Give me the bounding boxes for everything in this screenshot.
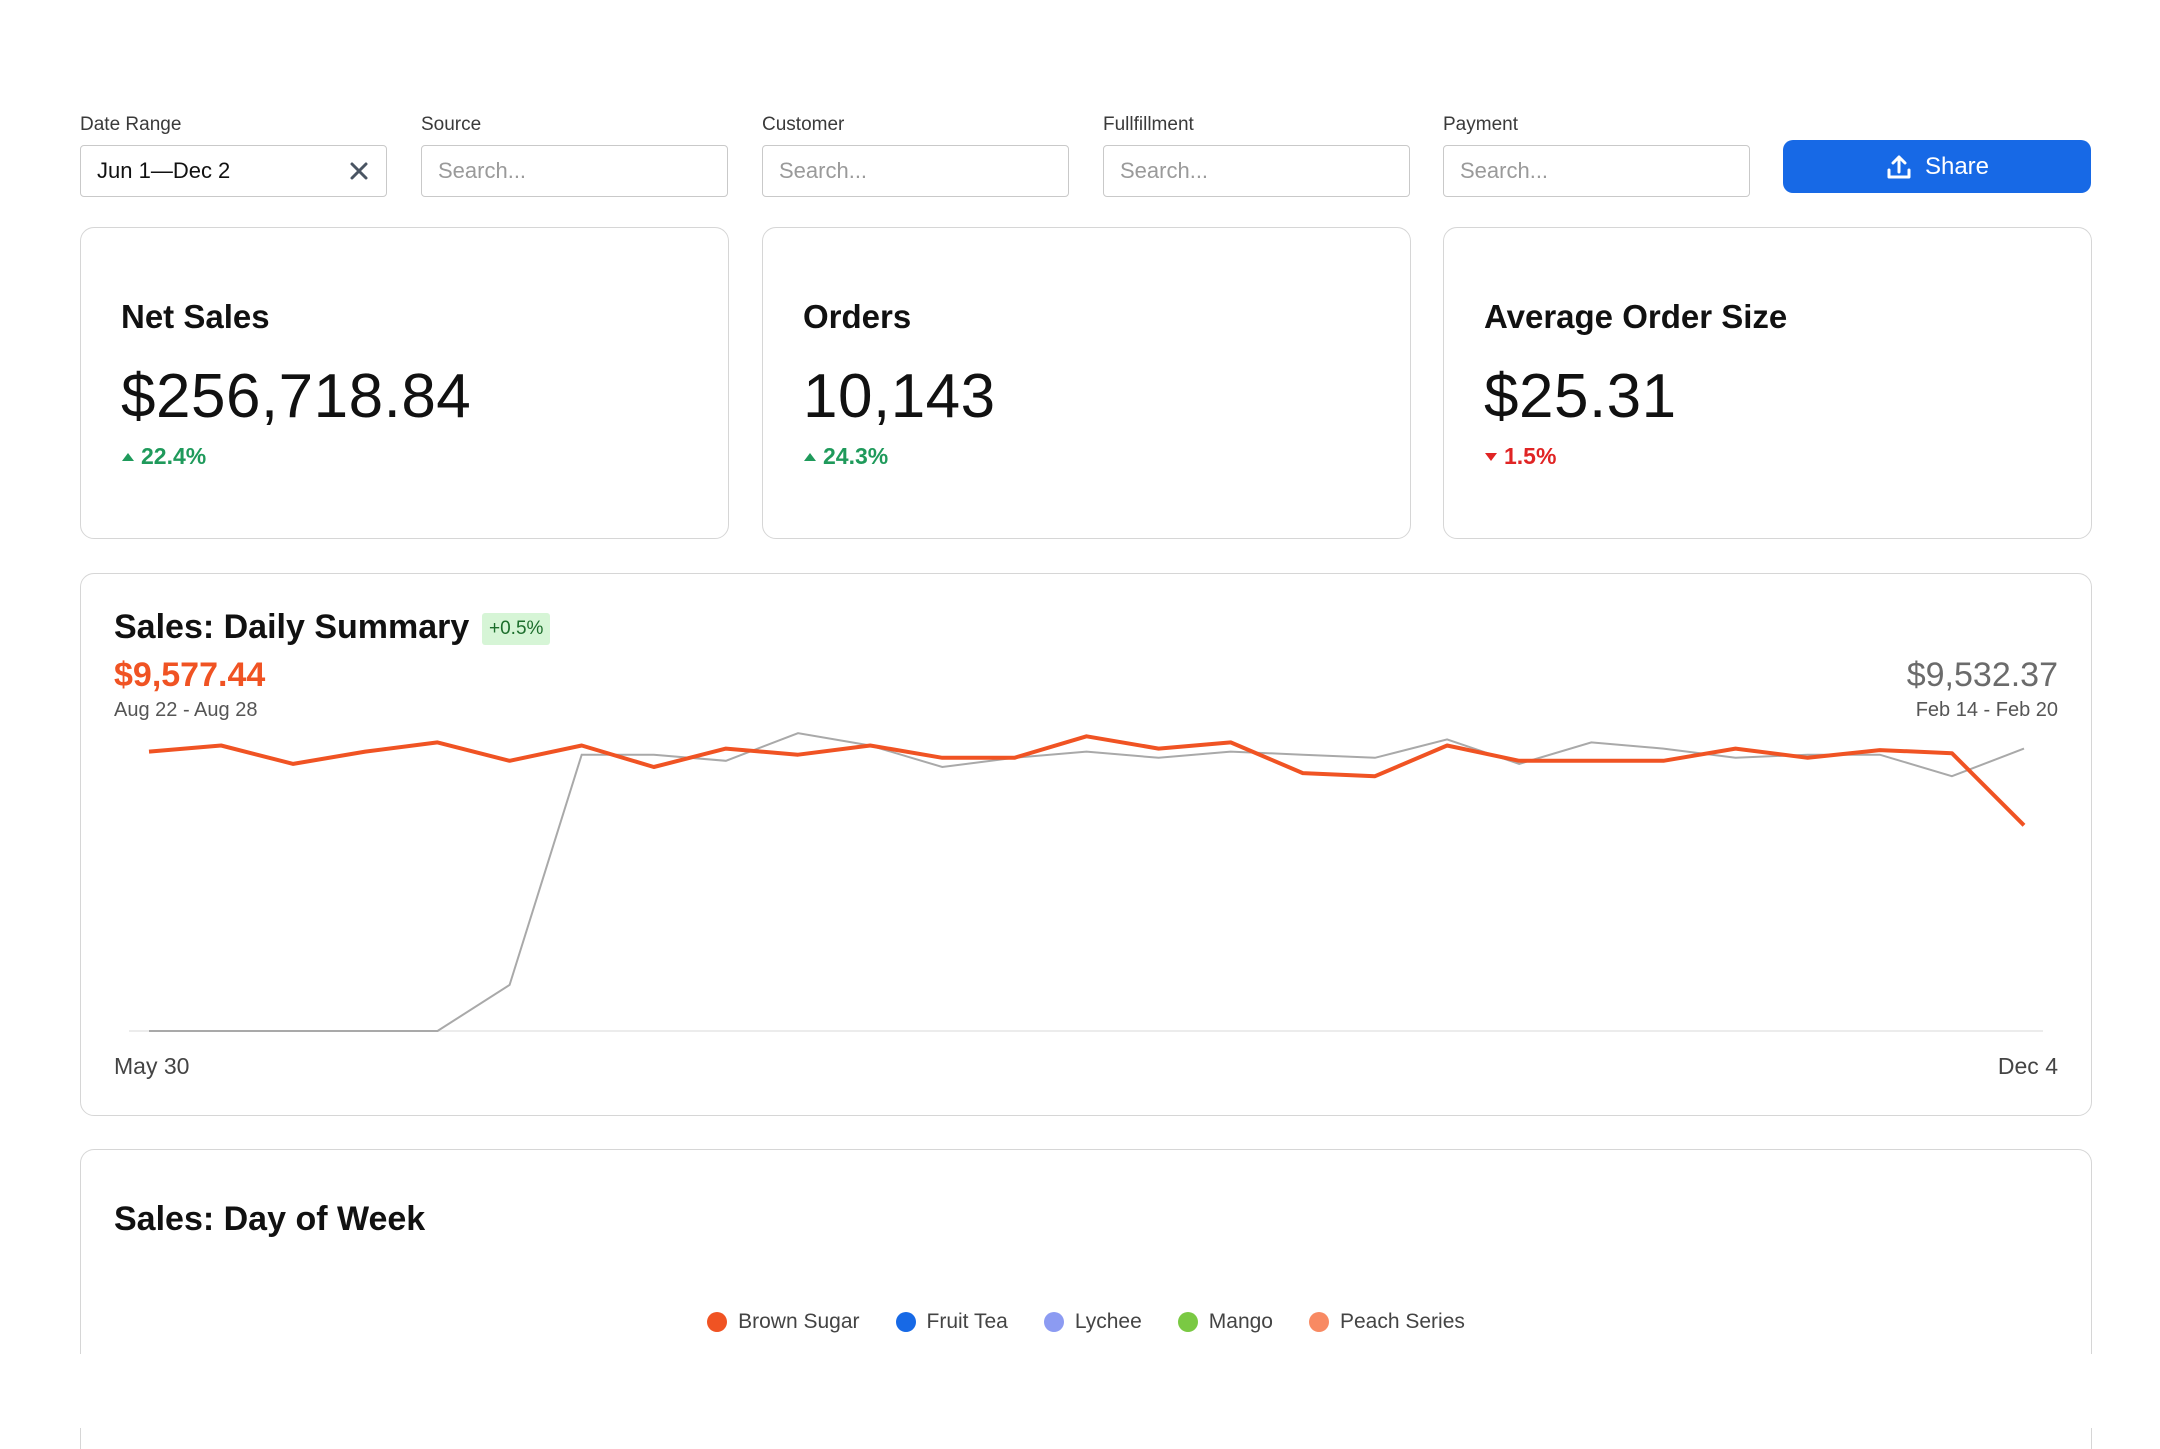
customer-search-input[interactable]: Search...	[762, 145, 1069, 197]
previous-period-range: Feb 14 - Feb 20	[1915, 699, 2058, 721]
chart-legend: Brown Sugar Fruit Tea Lychee Mango Peach…	[81, 1310, 2091, 1334]
source-search-input[interactable]: Search...	[421, 145, 728, 197]
filter-label: Date Range	[80, 114, 182, 135]
kpi-title: Orders	[803, 298, 912, 335]
legend-dot	[707, 1312, 728, 1332]
legend-dot	[1308, 1312, 1329, 1332]
close-icon[interactable]	[348, 160, 370, 182]
triangle-up-icon	[804, 452, 816, 461]
kpi-card-net-sales: Net Sales $256,718.84 22.4%	[80, 227, 729, 539]
kpi-delta-value: 24.3%	[823, 443, 889, 469]
change-badge: +0.5%	[482, 613, 551, 645]
kpi-title: Average Order Size	[1484, 298, 1788, 335]
date-range-field[interactable]: Jun 1—Dec 2	[80, 145, 387, 197]
legend-dot	[895, 1312, 916, 1332]
legend-dot	[1043, 1312, 1064, 1332]
filter-label: Payment	[1443, 114, 1518, 135]
legend-item-mango[interactable]: Mango	[1177, 1310, 1273, 1334]
filter-label: Fullfillment	[1103, 114, 1194, 135]
daily-summary-card: Sales: Daily Summary +0.5% $9,577.44 Aug…	[80, 573, 2092, 1116]
kpi-delta-value: 1.5%	[1504, 443, 1557, 469]
triangle-up-icon	[122, 452, 134, 461]
filter-source: Source Search...	[421, 112, 728, 197]
fulfillment-search-input[interactable]: Search...	[1103, 145, 1410, 197]
current-period-range: Aug 22 - Aug 28	[114, 699, 258, 721]
filter-customer: Customer Search...	[762, 112, 1069, 197]
kpi-card-orders: Orders 10,143 24.3%	[762, 227, 1411, 539]
kpi-value: $25.31	[1484, 362, 1677, 431]
share-label: Share	[1924, 152, 1990, 180]
kpi-delta-value: 22.4%	[141, 443, 207, 469]
filter-label: Source	[421, 114, 482, 135]
viewport-bottom-edge	[0, 1354, 2160, 1428]
day-of-week-title: Sales: Day of Week	[114, 1200, 426, 1238]
legend-dot	[1177, 1312, 1198, 1332]
kpi-delta: 22.4%	[121, 443, 206, 470]
kpi-delta: 1.5%	[1484, 443, 1556, 470]
payment-search-input[interactable]: Search...	[1443, 145, 1750, 197]
previous-period-value: $9,532.37	[1906, 656, 2058, 694]
x-axis-start-label: May 30	[114, 1053, 190, 1079]
legend-item-lychee[interactable]: Lychee	[1043, 1310, 1142, 1334]
filter-label: Customer	[762, 114, 845, 135]
legend-label: Mango	[1208, 1310, 1273, 1333]
legend-label: Brown Sugar	[738, 1310, 860, 1333]
kpi-card-average-order-size: Average Order Size $25.31 1.5%	[1443, 227, 2092, 539]
series-line-previous	[149, 732, 2025, 1032]
filter-date-range: Date Range Jun 1—Dec 2	[80, 112, 387, 197]
kpi-value: 10,143	[803, 362, 996, 431]
legend-label: Peach Series	[1339, 1310, 1465, 1333]
legend-item-brown-sugar[interactable]: Brown Sugar	[707, 1310, 860, 1334]
triangle-down-icon	[1485, 452, 1497, 461]
legend-label: Lychee	[1074, 1310, 1142, 1333]
daily-sales-line-chart	[129, 732, 2043, 1032]
kpi-value: $256,718.84	[121, 362, 472, 431]
x-axis-end-label: Dec 4	[1997, 1053, 2058, 1079]
legend-item-fruit-tea[interactable]: Fruit Tea	[895, 1310, 1008, 1334]
filter-fulfillment: Fullfillment Search...	[1103, 112, 1410, 197]
kpi-title: Net Sales	[121, 298, 270, 335]
daily-summary-title: Sales: Daily Summary	[114, 608, 470, 646]
legend-label: Fruit Tea	[926, 1310, 1008, 1333]
upload-icon	[1887, 155, 1911, 178]
share-button[interactable]: Share	[1783, 140, 2091, 193]
kpi-delta: 24.3%	[803, 443, 888, 470]
current-period-value: $9,577.44	[114, 656, 266, 694]
series-line-current	[148, 734, 2026, 827]
filter-payment: Payment Search...	[1443, 112, 1750, 197]
date-range-value: Jun 1—Dec 2	[97, 158, 231, 183]
legend-item-peach-series[interactable]: Peach Series	[1308, 1310, 1465, 1334]
